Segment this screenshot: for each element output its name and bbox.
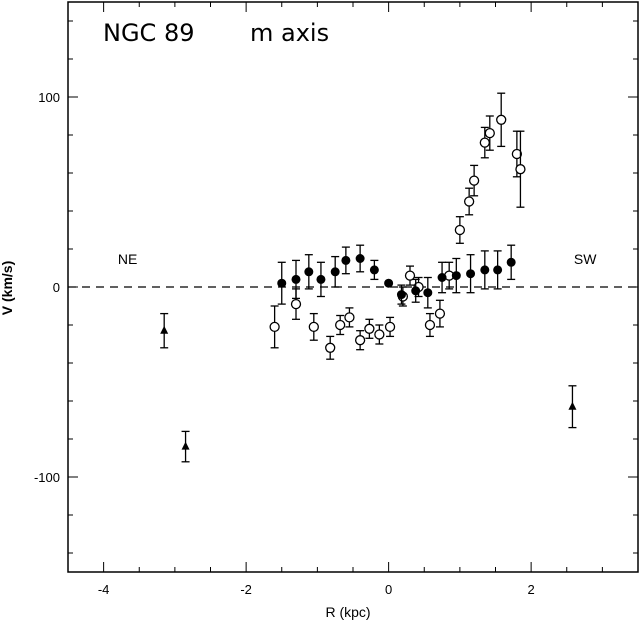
open-circle-point xyxy=(290,298,302,310)
open-circle-point xyxy=(515,164,526,175)
open-circle-point xyxy=(434,308,446,319)
axes-layer: -4 -2 0 2 -100 0 100 xyxy=(34,2,639,597)
filled-circle-point xyxy=(277,278,287,288)
data-layer: NE SW xyxy=(118,92,597,463)
open-circle-point xyxy=(424,319,436,331)
filled-circle-point xyxy=(341,255,351,265)
x-tick-label: 0 xyxy=(385,582,392,597)
filled-circle-point xyxy=(396,290,406,300)
open-circle-point xyxy=(484,127,495,139)
open-circle-point xyxy=(511,148,523,160)
filled-circle-point xyxy=(480,265,490,275)
open-circle-point xyxy=(344,312,355,323)
filled-circle-point xyxy=(493,265,503,275)
y-tick-label: -100 xyxy=(34,470,60,485)
open-circle-point xyxy=(463,196,475,207)
open-circle-point xyxy=(325,342,336,353)
chart-subtitle: m axis xyxy=(250,19,329,47)
y-tick-label: 100 xyxy=(38,90,60,105)
x-axis-label: R (kpc) xyxy=(325,604,370,620)
open-circle-point xyxy=(454,224,466,236)
open-circle-point xyxy=(384,321,396,333)
filled-circle-point xyxy=(437,273,447,282)
filled-circle-point xyxy=(384,278,394,288)
open-circle-point xyxy=(374,329,385,340)
filled-circle-point xyxy=(355,254,365,263)
open-circle-point xyxy=(404,270,416,281)
open-circle-point xyxy=(496,114,507,125)
triangle-point xyxy=(181,441,190,450)
x-tick-label: 2 xyxy=(528,582,535,597)
open-circle-point xyxy=(468,175,480,186)
open-circle-point xyxy=(269,321,280,333)
y-axis-label: V (km/s) xyxy=(0,261,15,315)
filled-circle-point xyxy=(466,269,476,279)
filled-circle-point xyxy=(316,274,326,284)
filled-circle-point xyxy=(506,257,516,267)
triangle-point xyxy=(568,401,577,410)
open-circle-point xyxy=(364,323,375,334)
open-circle-point xyxy=(308,321,319,333)
filled-circle-point xyxy=(423,288,433,298)
filled-circle-point xyxy=(330,267,340,277)
region-annotation: NE xyxy=(118,251,137,267)
filled-circle-point xyxy=(369,265,379,275)
chart-title: NGC 89 xyxy=(103,19,194,47)
x-tick-label: -4 xyxy=(98,582,110,597)
filled-circle-point xyxy=(411,286,421,296)
open-circle-point xyxy=(479,137,490,148)
region-annotation: SW xyxy=(574,251,597,267)
x-tick-label: -2 xyxy=(240,582,252,597)
triangle-point xyxy=(160,325,169,334)
filled-circle-point xyxy=(304,267,314,277)
open-circle-point xyxy=(354,335,366,346)
open-circle-point xyxy=(335,319,346,331)
filled-circle-point xyxy=(291,274,301,284)
filled-circle-point xyxy=(451,271,461,281)
y-tick-label: 0 xyxy=(53,280,60,295)
